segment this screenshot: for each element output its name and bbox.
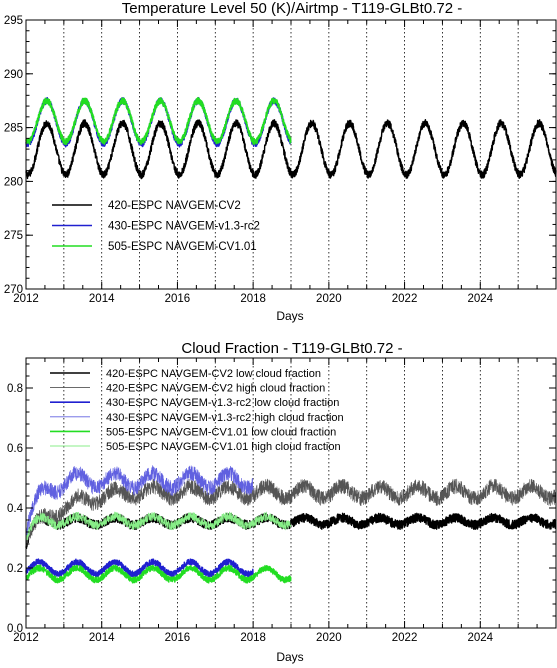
y-tick-label: 0.0: [7, 623, 23, 635]
y-tick-label: 270: [4, 284, 23, 296]
series-group: [25, 465, 557, 584]
series-line: [25, 96, 292, 146]
legend-label: 420-ESPC NAVGEM-CV2: [108, 200, 241, 212]
legend-label: 505-ESPC NAVGEM-CV1.01: [108, 241, 257, 253]
series-line: [25, 564, 292, 584]
x-tick-label: 2012: [13, 632, 39, 644]
chart-title: Temperature Level 50 (K)/Airtmp - T119-G…: [122, 0, 462, 17]
x-tick-label: 2020: [316, 293, 342, 305]
x-tick-label: 2016: [165, 293, 191, 305]
y-tick-label: 0.4: [7, 503, 24, 515]
y-tick-label: 0.8: [7, 383, 23, 395]
legend-label: 505-ESPC NAVGEM-CV1.01 low cloud fractio…: [106, 426, 336, 438]
series-line: [25, 511, 292, 541]
legend: 420-ESPC NAVGEM-CV2 430-ESPC NAVGEM-v1.3-…: [52, 200, 260, 253]
legend-label: 430-ESPC NAVGEM-v1.3-rc2 low cloud fract…: [106, 397, 339, 409]
series-line: [25, 119, 557, 180]
y-tick-label: 275: [4, 230, 23, 242]
legend-label: 430-ESPC NAVGEM-v1.3-rc2: [108, 221, 260, 233]
x-tick-label: 2022: [392, 293, 418, 305]
axis-ticks: 2012 2014 2016 2018 2020 2022 2024 0.0 0.2 0.4 0.6…: [7, 358, 556, 644]
series-line: [25, 558, 254, 578]
series-group: [25, 96, 557, 180]
x-tick-label: 2012: [13, 293, 39, 305]
y-tick-label: 285: [4, 123, 23, 135]
x-tick-label: 2024: [467, 293, 493, 305]
x-tick-label: 2022: [392, 632, 418, 644]
x-tick-label: 2016: [165, 632, 191, 644]
x-tick-label: 2014: [89, 632, 115, 644]
legend-label: 430-ESPC NAVGEM-v1.3-rc2 high cloud frac…: [106, 412, 344, 424]
x-tick-label: 2018: [240, 293, 266, 305]
x-tick-label: 2020: [316, 632, 342, 644]
series-line: [25, 478, 557, 546]
x-tick-label: 2014: [89, 293, 115, 305]
y-tick-label: 280: [4, 176, 23, 188]
legend-label: 420-ESPC NAVGEM-CV2 high cloud fraction: [106, 383, 325, 395]
legend: 420-ESPC NAVGEM-CV2 low cloud fraction 42…: [50, 368, 344, 453]
x-axis-label: Days: [276, 309, 303, 323]
x-tick-label: 2018: [240, 632, 266, 644]
y-tick-label: 0.6: [7, 443, 23, 455]
x-axis-label: Days: [276, 650, 303, 664]
axis-ticks: 2012 2014 2016 2018 2020 2022 2024 270 275 280 285…: [4, 15, 556, 305]
cloud-fraction-chart: Cloud Fraction - T119-GLBt0.72 - 2012 201…: [7, 340, 557, 664]
year-gridlines: [63, 20, 519, 289]
legend-label: 505-ESPC NAVGEM-CV1.01 high cloud fracti…: [106, 441, 341, 453]
x-tick-label: 2024: [467, 632, 493, 644]
y-tick-label: 0.2: [7, 563, 23, 575]
y-tick-label: 295: [4, 15, 23, 27]
temperature-chart: Temperature Level 50 (K)/Airtmp - T119-G…: [4, 0, 557, 323]
y-tick-label: 290: [4, 69, 23, 81]
chart-title: Cloud Fraction - T119-GLBt0.72 -: [181, 340, 402, 357]
series-line: [25, 465, 254, 538]
legend-label: 420-ESPC NAVGEM-CV2 low cloud fraction: [106, 368, 321, 380]
